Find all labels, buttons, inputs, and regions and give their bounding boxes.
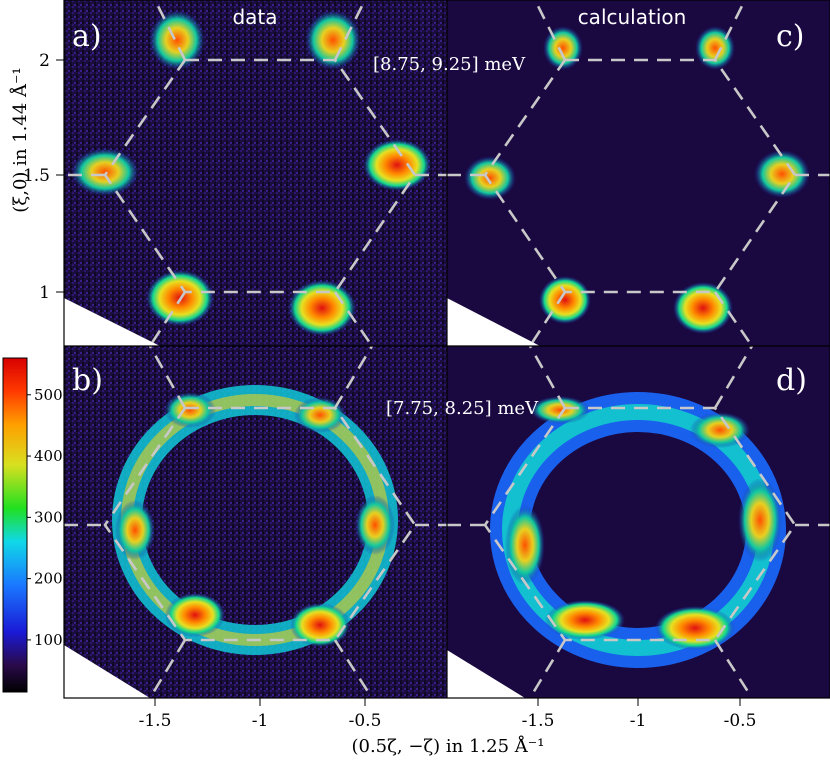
energy-window-bottom: [7.75, 8.25] meV (386, 398, 539, 419)
guide-c-bottom-right (713, 291, 754, 347)
y-tick-label: 1.5 (23, 166, 50, 186)
panel-label-d: d) (776, 363, 807, 398)
y-axis-label: (ξ,0) in 1.44 Å⁻¹ (9, 67, 31, 212)
panel-c (447, 0, 830, 346)
energy-window-top: [8.75, 9.25] meV (373, 54, 526, 75)
guide-d-top-right (713, 345, 754, 409)
guide-b-top-left (148, 345, 187, 409)
x-tick-label: -0.5 (349, 711, 382, 731)
guide-d-bottom-right (713, 639, 754, 699)
column-title-data: data (232, 5, 277, 29)
x-tick-label: -0.5 (724, 711, 757, 731)
panel-label-a: a) (72, 19, 102, 54)
guide-a-top-right (333, 0, 367, 61)
x-tick-label: -1 (630, 711, 647, 731)
x-tick-label: -1.5 (522, 711, 555, 731)
guide-a-bottom-left (148, 291, 187, 347)
colorbar-gradient (2, 357, 28, 693)
panel-label-c: c) (776, 19, 805, 54)
panel-a (64, 0, 447, 346)
y-axis: 2 1.5 1 (ξ,0) in 1.44 Å⁻¹ (9, 51, 64, 303)
guide-lines (64, 0, 830, 699)
colorbar-tick-label: 100 (34, 631, 63, 649)
x-tick-label: -1.5 (139, 711, 172, 731)
colorbar-tick-label: 200 (34, 570, 63, 588)
guide-d-bottom-left (528, 639, 567, 699)
y-tick-label: 2 (39, 51, 50, 71)
y-tick-label: 1 (39, 283, 50, 303)
guide-b-top-right (333, 345, 374, 409)
colorbar-tick-label: 300 (34, 508, 63, 526)
x-axis-label: (0.5ζ, −ζ) in 1.25 Å⁻¹ (351, 735, 544, 757)
panel-label-b: b) (72, 363, 103, 398)
colorbar-tick-label: 400 (34, 447, 63, 465)
guide-b-bottom-left (148, 639, 187, 699)
guide-c-bottom-left (528, 291, 567, 347)
panel-frames (63, 0, 830, 699)
guide-b-bottom-right (333, 639, 374, 699)
guide-c-top-left (533, 0, 567, 61)
x-axis: -1.5 -1 -0.5 -1.5 -1 -0.5 (0.5ζ, −ζ) in … (139, 698, 757, 757)
guide-a-bottom-right (333, 291, 374, 347)
guide-a-top-left (153, 0, 187, 61)
colorbar: 500 400 300 200 100 (2, 357, 63, 693)
colorbar-ticks: 500 400 300 200 100 (27, 386, 63, 649)
guide-d-top-left (528, 345, 567, 409)
x-tick-label: -1 (252, 711, 269, 731)
guide-c-top-right (713, 0, 747, 61)
column-title-calculation: calculation (578, 5, 687, 29)
colorbar-tick-label: 500 (34, 386, 63, 404)
